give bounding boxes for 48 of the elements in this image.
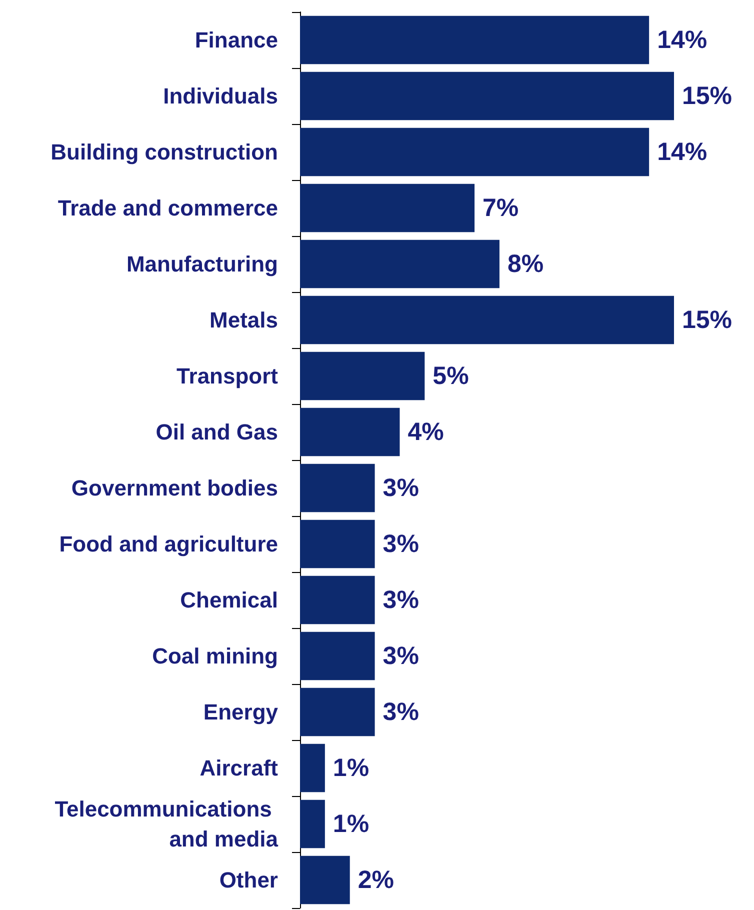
y-tick-label: Transport: [176, 364, 279, 388]
bar: [300, 352, 425, 400]
bar: [300, 576, 375, 624]
data-label: 8%: [507, 250, 544, 278]
data-label: 3%: [382, 474, 419, 502]
y-tick-label: Individuals: [163, 84, 278, 108]
y-tick-label: Building construction: [50, 140, 278, 164]
y-tick-label: Metals: [210, 308, 278, 332]
bar: [300, 408, 400, 456]
data-label: 1%: [332, 754, 370, 782]
data-label: 15%: [682, 306, 732, 334]
bar: [300, 464, 375, 512]
bar: [300, 240, 500, 288]
bar: [300, 296, 674, 344]
y-tick-label: Aircraft: [200, 756, 279, 780]
y-tick-label: Trade and commerce: [58, 196, 278, 220]
data-label: 7%: [482, 194, 519, 222]
data-label: 3%: [382, 642, 419, 670]
y-tick-label: Energy: [203, 700, 279, 724]
data-label: 14%: [657, 138, 708, 166]
y-tick-label: Food and agriculture: [59, 532, 278, 556]
data-label: 5%: [432, 362, 469, 390]
bar: [300, 688, 375, 736]
y-tick-label: Manufacturing: [126, 252, 278, 276]
y-tick-label: Finance: [194, 28, 278, 52]
bar: [300, 800, 325, 848]
y-tick-label: Other: [219, 868, 278, 892]
y-tick-label: Oil and Gas: [156, 420, 278, 444]
bar: [300, 520, 375, 568]
bar: [300, 184, 475, 232]
bar: [300, 16, 650, 64]
data-label: 4%: [408, 418, 444, 446]
bar: [300, 128, 650, 176]
y-tick-label: Coal mining: [152, 644, 278, 668]
data-label: 2%: [358, 866, 394, 894]
bar: [300, 632, 375, 680]
bar: [300, 744, 325, 792]
y-tick-label: Government bodies: [71, 476, 278, 500]
data-label: 1%: [332, 810, 370, 838]
data-label: 14%: [657, 26, 708, 54]
data-label: 3%: [382, 698, 419, 726]
y-tick-label: Telecommunications and media: [54, 796, 279, 852]
bar: [300, 856, 350, 904]
bar: [300, 72, 674, 120]
y-tick-label: Chemical: [180, 588, 278, 612]
data-label: 15%: [682, 82, 732, 110]
data-label: 3%: [382, 586, 419, 614]
data-label: 3%: [382, 530, 419, 558]
